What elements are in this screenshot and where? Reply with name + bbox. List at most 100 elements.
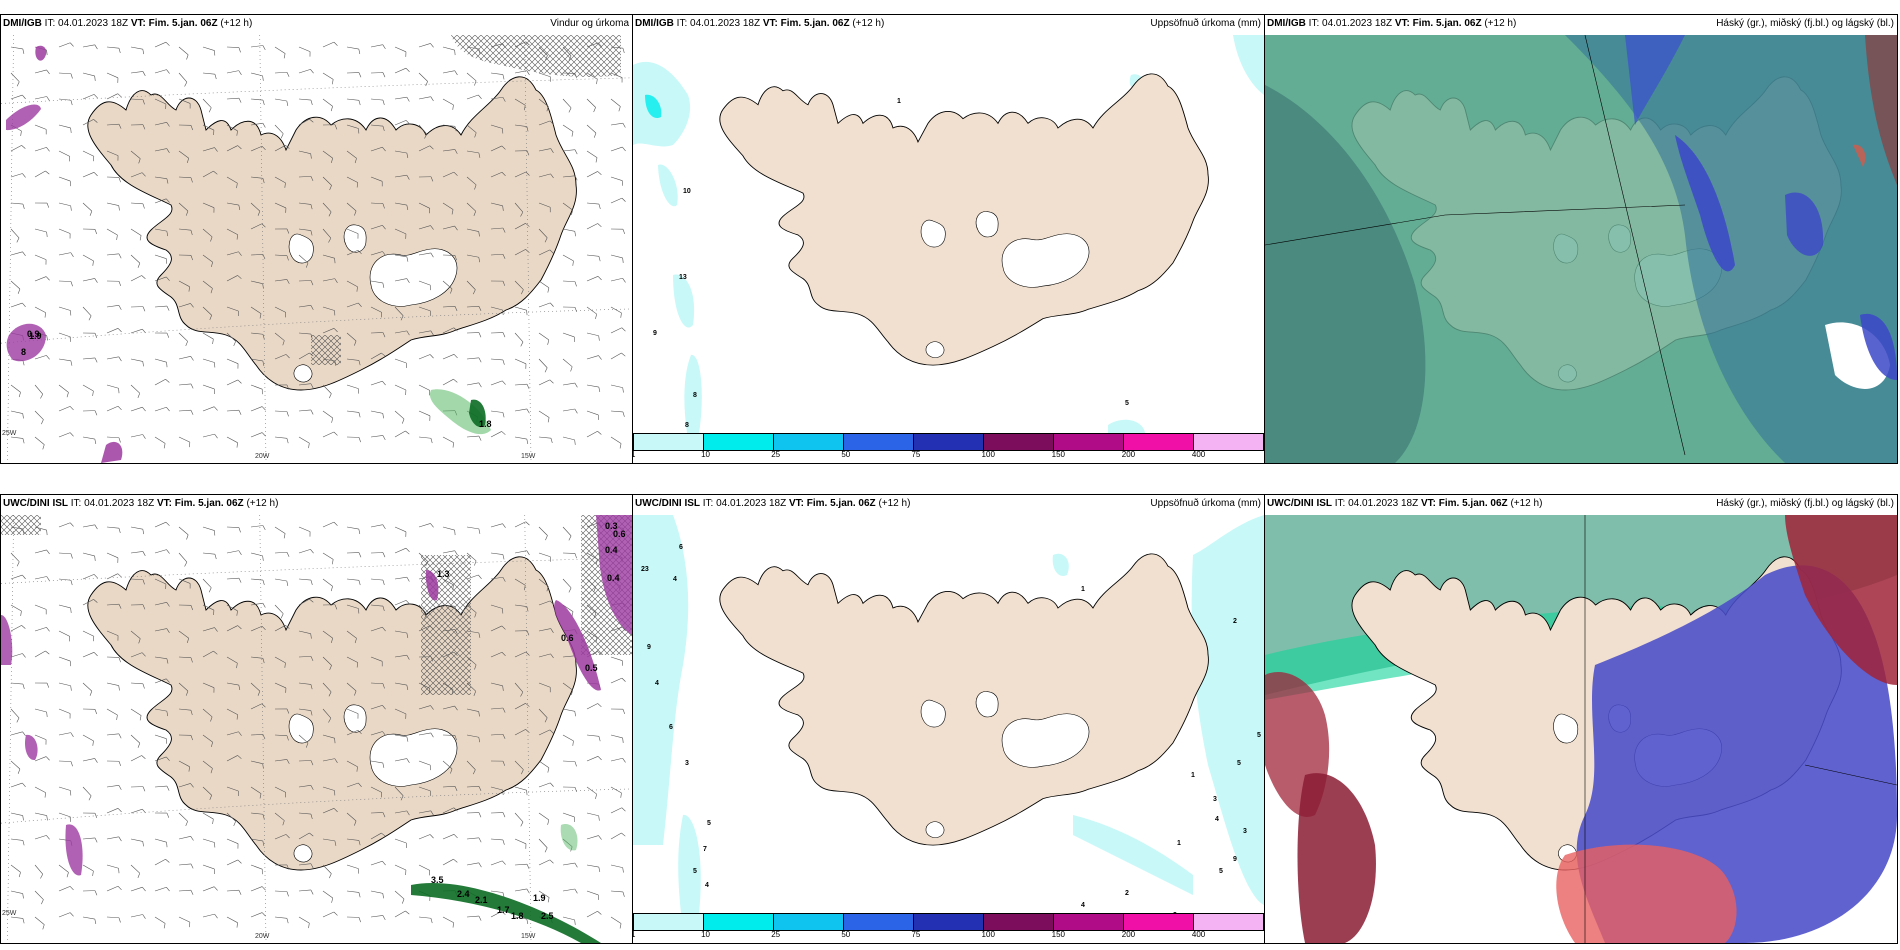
wind-barb-tick (238, 47, 241, 53)
wind-barb (490, 72, 503, 75)
wind-barb (490, 171, 503, 178)
wind-barb-tick (69, 886, 74, 891)
wind-barb (322, 758, 335, 762)
wind-barb-tick (286, 228, 290, 234)
wind-barb-tick (261, 703, 266, 708)
snow-area (596, 515, 632, 635)
wind-barb (466, 306, 479, 308)
wind-barb (394, 526, 407, 533)
wind-barb (154, 756, 167, 762)
wind-barb (394, 174, 407, 178)
wind-barb-tick (429, 834, 434, 839)
wind-barb (154, 785, 167, 788)
wind-barb (562, 408, 575, 412)
wind-barb (490, 253, 503, 256)
wind-barb (322, 41, 335, 48)
wind-barb-tick (502, 812, 506, 818)
wind-barb (58, 432, 71, 438)
wind-barb-tick (117, 328, 122, 333)
lead-time: (+12 h) (220, 18, 253, 29)
wind-barb-tick (453, 327, 458, 332)
wind-barb (370, 306, 382, 313)
wind-barb (586, 812, 599, 817)
wind-barb-tick (166, 658, 169, 664)
wind-barb-tick (261, 912, 266, 917)
wind-barb (34, 254, 47, 260)
wind-barb (346, 302, 359, 308)
wind-barb-tick (286, 708, 290, 714)
wind-barb-tick (454, 50, 456, 56)
wind-barb-tick (17, 288, 21, 294)
wind-barb (370, 915, 383, 918)
iceland (719, 73, 1209, 366)
precip-value-label: 10 (683, 188, 691, 195)
wind-barb-tick (502, 734, 506, 739)
wind-barb (178, 812, 188, 822)
wind-barb (370, 731, 383, 736)
wind-barb (394, 734, 407, 738)
wind-barb-tick (382, 251, 386, 256)
panel-title: Háský (gr.), miðský (fj.bl.) og lágský (… (1716, 18, 1894, 29)
wind-barb-tick (478, 152, 481, 158)
wind-barb-tick (18, 392, 21, 398)
wind-barb-tick (211, 262, 213, 268)
wind-barb-tick (549, 729, 554, 734)
wind-barb-tick (621, 352, 626, 357)
wind-barb-tick (118, 604, 122, 609)
wind-barb (562, 888, 575, 892)
wind-barb-tick (117, 406, 122, 410)
wind-barb (250, 45, 263, 48)
wind-barb (442, 760, 453, 770)
wind-barb (274, 526, 286, 534)
wind-barb (298, 202, 311, 205)
wind-barb-tick (622, 229, 625, 235)
wind-barb (322, 98, 333, 107)
snow-area (35, 45, 47, 61)
wind-value-label: 1.8 (479, 419, 492, 429)
wind-barb (370, 380, 383, 386)
wind-barb-tick (526, 888, 530, 894)
wind-barb (274, 682, 287, 689)
wind-barb (10, 864, 21, 873)
wind-barb (298, 383, 311, 386)
wind-barb (250, 72, 263, 77)
wind-barb (178, 708, 191, 711)
precip-value-label: 5 (1219, 868, 1223, 875)
wind-barb (154, 916, 166, 924)
wind-barb-tick (45, 756, 50, 761)
wind-barb-tick (598, 866, 601, 872)
wind-barb (58, 306, 71, 311)
wind-barb (298, 916, 310, 924)
wind-barb (58, 604, 71, 609)
wind-barb-tick (382, 524, 386, 530)
wind-barb (610, 757, 623, 762)
wind-barb-tick (598, 355, 602, 360)
wind-barb (490, 306, 503, 311)
wind-barb-tick (187, 158, 189, 164)
wind-barb-tick (474, 80, 477, 86)
wind-barb (538, 410, 550, 418)
wind-barb-tick (262, 45, 266, 51)
wind-barb-tick (286, 279, 290, 284)
wind-barb-tick (310, 656, 314, 662)
wind-barb (442, 225, 455, 230)
wind-barb-tick (382, 683, 385, 689)
wind-barb (274, 354, 287, 360)
precip-value-label: 2 (1125, 890, 1129, 897)
wind-barb-tick (238, 205, 241, 211)
wind-barb-tick (142, 914, 146, 919)
wind-barb-tick (166, 305, 170, 311)
wind-barb-tick (142, 786, 146, 792)
wind-barb (202, 578, 212, 588)
wind-barb (610, 327, 622, 334)
wind-barb-tick (185, 821, 188, 827)
wind-barb-tick (70, 127, 72, 133)
wind-barb (34, 170, 46, 178)
wind-barb (538, 148, 551, 152)
wind-barb (538, 729, 550, 736)
wind-barb (586, 410, 599, 416)
wind-barb (178, 72, 188, 83)
wind-barb-tick (546, 106, 549, 112)
wind-barb-tick (310, 814, 313, 819)
wind-barb (10, 682, 23, 685)
